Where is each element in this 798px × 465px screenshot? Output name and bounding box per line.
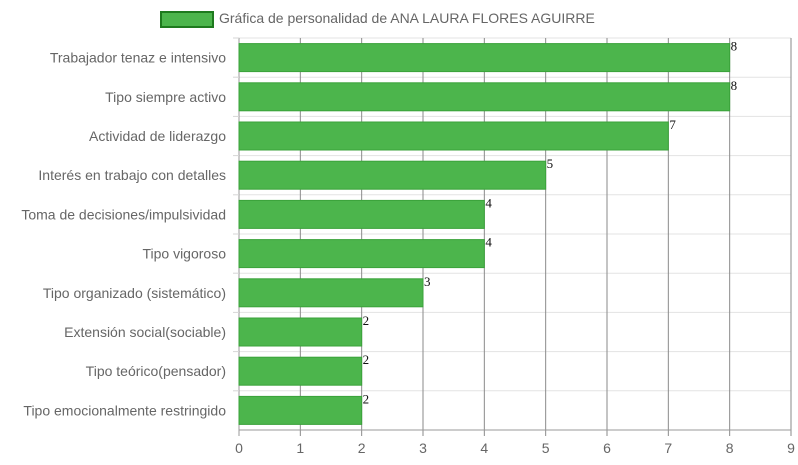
bar[interactable] <box>238 278 424 308</box>
category-label: Tipo emocionalmente restringido <box>23 402 226 418</box>
data-label: 4 <box>485 195 492 210</box>
category-label: Tipo siempre activo <box>105 89 226 105</box>
category-label: Extensión social(sociable) <box>64 324 226 340</box>
bar[interactable] <box>238 160 547 190</box>
data-label: 2 <box>363 313 370 328</box>
x-tick-label: 1 <box>296 440 304 456</box>
data-label: 8 <box>731 78 738 93</box>
chart-legend[interactable]: Gráfica de personalidad de ANA LAURA FLO… <box>0 8 798 30</box>
category-label: Toma de decisiones/impulsividad <box>21 206 226 222</box>
bar[interactable] <box>238 199 485 229</box>
bar[interactable] <box>238 356 363 386</box>
bar[interactable] <box>238 239 485 269</box>
bar[interactable] <box>238 395 363 425</box>
data-label: 3 <box>424 274 431 289</box>
category-label: Trabajador tenaz e intensivo <box>50 50 226 66</box>
legend-label: Gráfica de personalidad de ANA LAURA FLO… <box>219 10 595 26</box>
x-tick-label: 2 <box>358 440 366 456</box>
category-label: Interés en trabajo con detalles <box>38 167 226 183</box>
x-tick-label: 3 <box>419 440 427 456</box>
data-label: 8 <box>731 39 738 54</box>
data-label: 5 <box>547 156 554 171</box>
x-tick-label: 7 <box>664 440 672 456</box>
data-label: 2 <box>363 352 370 367</box>
x-tick-label: 5 <box>542 440 550 456</box>
bar[interactable] <box>238 82 731 112</box>
x-tick-label: 9 <box>787 440 795 456</box>
bar[interactable] <box>238 43 731 73</box>
bars <box>238 43 731 425</box>
x-tick-label: 6 <box>603 440 611 456</box>
x-tick-label: 4 <box>480 440 488 456</box>
data-label: 4 <box>485 235 492 250</box>
axes <box>233 37 791 431</box>
bar[interactable] <box>238 317 363 347</box>
x-tick-label: 0 <box>235 440 243 456</box>
data-label: 7 <box>669 117 676 132</box>
category-label: Tipo organizado (sistemático) <box>43 285 226 301</box>
labels: 0 1 2 3 4 5 6 7 8 9 Trabajador tenaz e intensivo 8 T… <box>21 39 795 456</box>
category-label: Tipo vigoroso <box>142 246 226 262</box>
legend-swatch <box>160 11 214 28</box>
data-label: 2 <box>363 391 370 406</box>
category-label: Tipo teórico(pensador) <box>86 363 226 379</box>
x-tick-label: 8 <box>726 440 734 456</box>
bar[interactable] <box>238 121 669 151</box>
category-label: Actividad de liderazgo <box>89 128 226 144</box>
